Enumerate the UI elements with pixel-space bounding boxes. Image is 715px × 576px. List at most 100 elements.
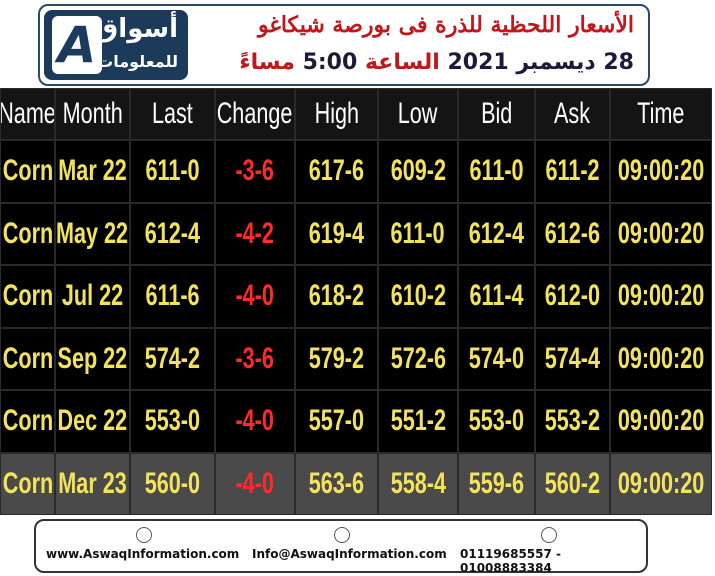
- cell-text: Corn: [2, 279, 53, 313]
- subtitle: 28 ديسمبر 2021 الساعة 5:00 مساءً: [239, 50, 634, 75]
- cell-text: 09:00:20: [617, 216, 705, 250]
- table-cell: Corn: [0, 202, 55, 265]
- table-cell: Corn: [0, 390, 55, 453]
- table-cell: 609-2: [378, 140, 458, 203]
- column-header: High: [295, 88, 378, 140]
- table-cell: 611-4: [458, 265, 535, 328]
- cell-text: 09:00:20: [617, 466, 705, 500]
- cell-text: 574-0: [468, 341, 525, 375]
- cell-text: Mar 23: [58, 466, 127, 500]
- table-row: Corn Sep 22 574-2 -3-6 579-2 572-6 574-0 574-4 0…: [0, 327, 712, 390]
- table-cell: Mar 22: [55, 140, 130, 203]
- table-cell: 553-2: [535, 390, 610, 453]
- cell-text: 09:00:20: [617, 404, 705, 438]
- table-cell: 574-4: [535, 327, 610, 390]
- column-header-text: High: [314, 97, 359, 130]
- title: الأسعار اللحظية للذرة فى بورصة شيكاغو: [257, 12, 634, 38]
- cell-text: -4-0: [235, 279, 275, 313]
- column-header: Low: [378, 88, 458, 140]
- table-cell: Corn: [0, 265, 55, 328]
- table-row: Corn May 22 612-4 -4-2 619-4 611-0 612-4 612-6 0…: [0, 202, 712, 265]
- logo: A أسواق للمعلومات: [44, 10, 188, 80]
- table-cell: -4-0: [215, 452, 295, 515]
- table-cell: Corn: [0, 140, 55, 203]
- cell-text: Corn: [2, 466, 53, 500]
- subtitle-part: 28 ديسمبر 2021: [447, 50, 634, 75]
- table-cell: 09:00:20: [610, 202, 712, 265]
- table-cell: 611-2: [535, 140, 610, 203]
- table-cell: -4-0: [215, 265, 295, 328]
- cell-text: Corn: [2, 404, 53, 438]
- cell-text: -4-0: [235, 466, 275, 500]
- table-cell: 619-4: [295, 202, 378, 265]
- cell-text: Corn: [2, 154, 53, 188]
- column-header: Time: [610, 88, 712, 140]
- cell-text: 612-0: [544, 279, 601, 313]
- web-icon: [136, 527, 152, 543]
- cell-text: 612-4: [468, 216, 525, 250]
- column-header: Ask: [535, 88, 610, 140]
- column-header-text: Last: [152, 97, 193, 130]
- cell-text: 611-6: [145, 279, 200, 313]
- cell-text: 574-2: [144, 341, 201, 375]
- logo-icon: A: [52, 16, 102, 74]
- table-cell: 560-0: [130, 452, 215, 515]
- cell-text: -4-2: [235, 216, 275, 250]
- cell-text: Corn: [2, 216, 53, 250]
- table-cell: 09:00:20: [610, 327, 712, 390]
- table-cell: 612-4: [130, 202, 215, 265]
- cell-text: Dec 22: [57, 404, 128, 438]
- table-cell: 557-0: [295, 390, 378, 453]
- table-row: Corn Mar 22 611-0 -3-6 617-6 609-2 611-0 611-2 0…: [0, 140, 712, 203]
- table-cell: 563-6: [295, 452, 378, 515]
- table-cell: 579-2: [295, 327, 378, 390]
- cell-text: 563-6: [308, 466, 365, 500]
- table-cell: 558-4: [378, 452, 458, 515]
- cell-text: 559-6: [468, 466, 525, 500]
- table-cell: 611-0: [378, 202, 458, 265]
- table-cell: 560-2: [535, 452, 610, 515]
- cell-text: -3-6: [235, 154, 275, 188]
- subtitle-part: الساعة: [364, 50, 440, 75]
- table-cell: 612-6: [535, 202, 610, 265]
- website[interactable]: www.AswaqInformation.com: [46, 547, 240, 561]
- table-cell: 553-0: [130, 390, 215, 453]
- header-row: Name Month Last Change High Low Bid Ask Time: [0, 88, 712, 140]
- cell-text: Corn: [2, 341, 53, 375]
- cell-text: 551-2: [390, 404, 446, 438]
- table-cell: 553-0: [458, 390, 535, 453]
- cell-text: 553-0: [468, 404, 525, 438]
- table-cell: 574-2: [130, 327, 215, 390]
- cell-text: Jul 22: [61, 279, 124, 313]
- logo-main: أسواق: [95, 14, 178, 44]
- table-cell: Sep 22: [55, 327, 130, 390]
- table-cell: 09:00:20: [610, 452, 712, 515]
- table-cell: May 22: [55, 202, 130, 265]
- column-header: Name: [0, 88, 55, 140]
- email[interactable]: Info@AswaqInformation.com: [252, 547, 447, 561]
- table-cell: -3-6: [215, 327, 295, 390]
- table-cell: -4-2: [215, 202, 295, 265]
- table-cell: 09:00:20: [610, 140, 712, 203]
- cell-text: 611-4: [469, 279, 524, 313]
- phone-icon: [541, 527, 557, 543]
- column-header-text: Low: [398, 97, 438, 130]
- cell-text: 612-4: [144, 216, 201, 250]
- table-cell: Corn: [0, 327, 55, 390]
- logo-sub: للمعلومات: [97, 52, 178, 71]
- table-cell: 610-2: [378, 265, 458, 328]
- cell-text: 560-2: [544, 466, 601, 500]
- cell-text: 579-2: [308, 341, 365, 375]
- cell-text: 09:00:20: [617, 279, 705, 313]
- table-cell: 618-2: [295, 265, 378, 328]
- table-cell: 617-6: [295, 140, 378, 203]
- subtitle-part: مساءً: [239, 50, 295, 75]
- cell-text: 574-4: [544, 341, 601, 375]
- table-cell: 574-0: [458, 327, 535, 390]
- table-cell: -3-6: [215, 140, 295, 203]
- column-header: Bid: [458, 88, 535, 140]
- table-cell: Dec 22: [55, 390, 130, 453]
- footer: www.AswaqInformation.com Info@AswaqInfor…: [34, 519, 648, 575]
- table-cell: 612-0: [535, 265, 610, 328]
